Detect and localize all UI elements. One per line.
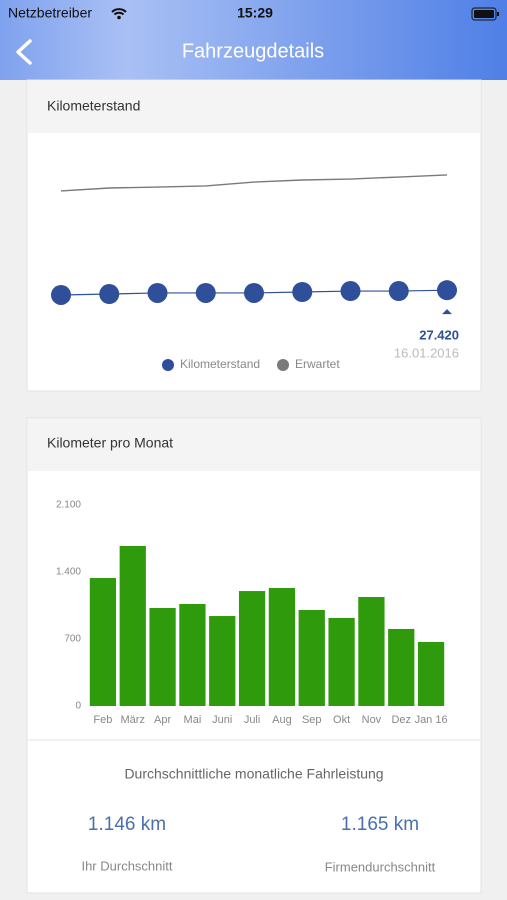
x-tick-label: Mai: [184, 714, 202, 726]
bar: [209, 616, 236, 706]
summary-value: 1.146 km: [88, 814, 166, 835]
data-point: [292, 282, 313, 302]
selection-marker: [442, 309, 452, 315]
bar: [268, 587, 296, 706]
y-tick-label: 2.100: [56, 500, 81, 511]
summary-label: Firmendurchschnitt: [325, 859, 436, 874]
data-point: [340, 281, 361, 302]
legend-swatch: [162, 359, 174, 371]
y-tick-label: 1.400: [56, 567, 81, 578]
x-tick-label: Dez: [391, 714, 411, 726]
x-tick-label: Okt: [333, 714, 350, 726]
legend-swatch: [277, 359, 289, 371]
data-point: [51, 284, 71, 305]
data-point: [195, 282, 216, 303]
bar: [388, 628, 415, 706]
legend-label: Kilometerstand: [180, 357, 260, 371]
x-tick-label: Sep: [302, 714, 322, 726]
legend-label: Erwartet: [295, 357, 340, 371]
bar: [328, 617, 355, 706]
clock: 15:29: [237, 5, 273, 21]
battery-tip: [497, 12, 499, 16]
back-button[interactable]: [16, 39, 32, 65]
y-tick-label: 0: [75, 701, 81, 712]
card-header: [28, 419, 480, 471]
data-point: [147, 282, 168, 303]
bar: [238, 591, 266, 706]
value-label: 27.420: [419, 327, 459, 342]
data-point: [244, 282, 264, 303]
bar: [417, 641, 445, 706]
wifi-icon: [111, 8, 127, 16]
nav-bar: [0, 0, 507, 80]
data-point: [388, 281, 409, 302]
summary-label: Ihr Durchschnitt: [81, 858, 172, 873]
bar: [298, 609, 325, 706]
bar: [179, 603, 206, 706]
series-line: [60, 174, 448, 192]
x-tick-label: März: [121, 714, 145, 726]
bar: [149, 607, 176, 706]
x-tick-label: Feb: [93, 714, 112, 726]
card-title: Kilometerstand: [47, 98, 140, 114]
card-header: [28, 80, 480, 133]
x-tick-label: Nov: [362, 714, 382, 726]
date-label: 16.01.2016: [394, 345, 459, 360]
data-point: [99, 284, 120, 305]
x-tick-label: Apr: [154, 714, 171, 726]
wifi-dot: [117, 15, 121, 20]
card-title: Kilometer pro Monat: [47, 435, 173, 451]
x-tick-label: Jan 16: [415, 714, 448, 726]
battery: [471, 7, 497, 21]
y-tick-label: 700: [64, 634, 81, 645]
bar: [119, 545, 146, 706]
summary-value: 1.165 km: [341, 814, 419, 835]
carrier: Netzbetreiber: [8, 5, 92, 21]
nav-title: Fahrzeugdetails: [182, 40, 324, 62]
x-tick-label: Juni: [212, 714, 232, 726]
bar: [358, 596, 385, 706]
summary-title: Durchschnittliche monatliche Fahrleistun…: [124, 766, 383, 782]
battery-level: [474, 10, 494, 18]
x-tick-label: Aug: [272, 714, 292, 726]
bar: [89, 578, 117, 706]
x-tick-label: Juli: [244, 714, 261, 726]
data-point: [437, 280, 457, 301]
